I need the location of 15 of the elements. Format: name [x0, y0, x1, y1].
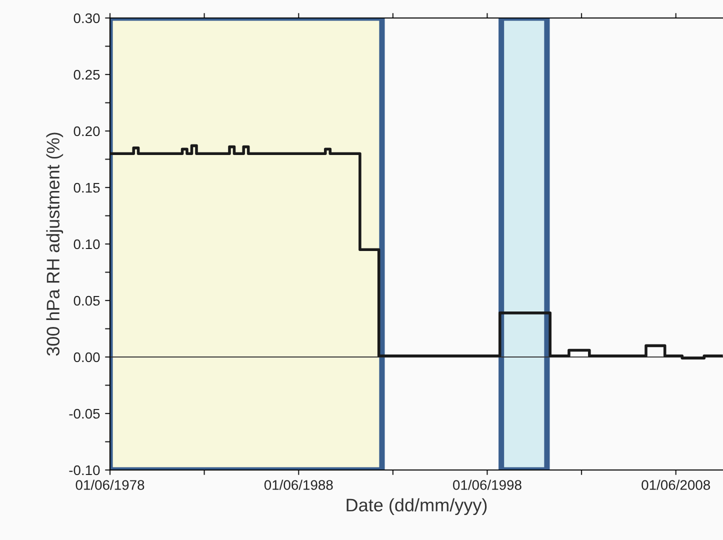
x-tick-label: 01/06/1988: [264, 480, 333, 490]
y-tick-label: 0.05: [74, 296, 100, 306]
x-axis-title: Date (dd/mm/yyy): [346, 498, 487, 516]
y-tick-label: 0.00: [74, 352, 100, 362]
x-tick-label: 01/06/2008: [642, 480, 710, 490]
x-tick-label: 01/06/1998: [453, 480, 522, 490]
y-tick-label: -0.10: [69, 465, 100, 476]
y-axis-title: 300 hPa RH adjustment (%): [46, 132, 64, 356]
x-tick-label: 01/06/1978: [76, 480, 144, 490]
y-tick-label: 0.15: [74, 182, 100, 193]
y-tick-label: 0.10: [74, 239, 100, 250]
y-tick-label: -0.05: [69, 408, 100, 419]
y-tick-label: 0.20: [74, 126, 100, 136]
y-tick-label: 0.25: [74, 70, 100, 80]
y-tick-label: 0.30: [74, 13, 100, 24]
